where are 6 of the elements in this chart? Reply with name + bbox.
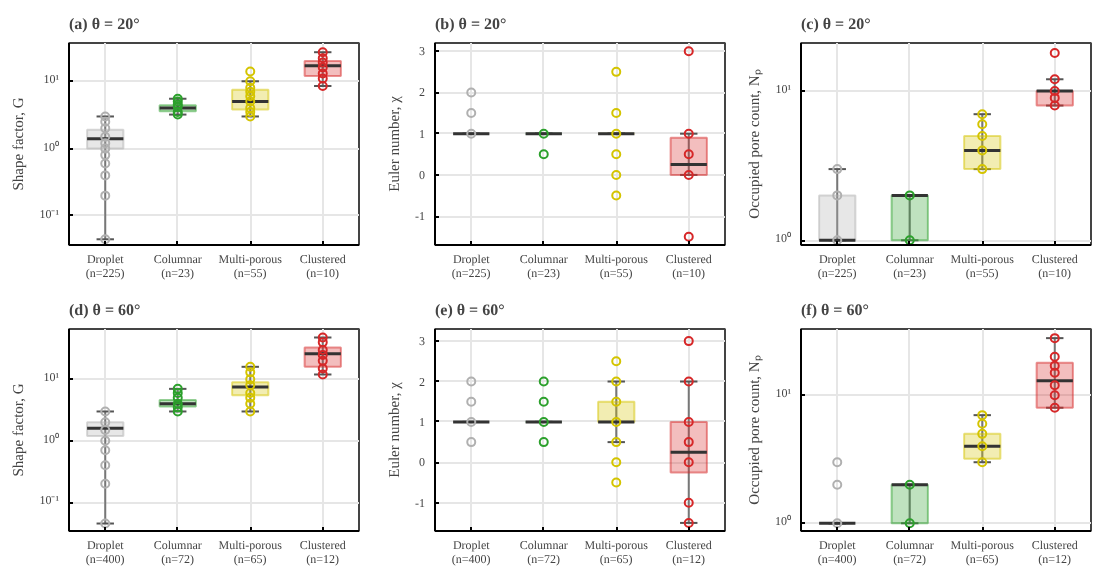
chart-title: (d) θ = 60°: [69, 301, 141, 319]
chart-title: (c) θ = 20°: [801, 15, 871, 33]
chart-title: (b) θ = 20°: [435, 15, 507, 33]
chart-title: (e) θ = 60°: [435, 301, 505, 319]
chart-title: (a) θ = 20°: [69, 15, 140, 33]
chart-title: (f) θ = 60°: [801, 301, 869, 319]
